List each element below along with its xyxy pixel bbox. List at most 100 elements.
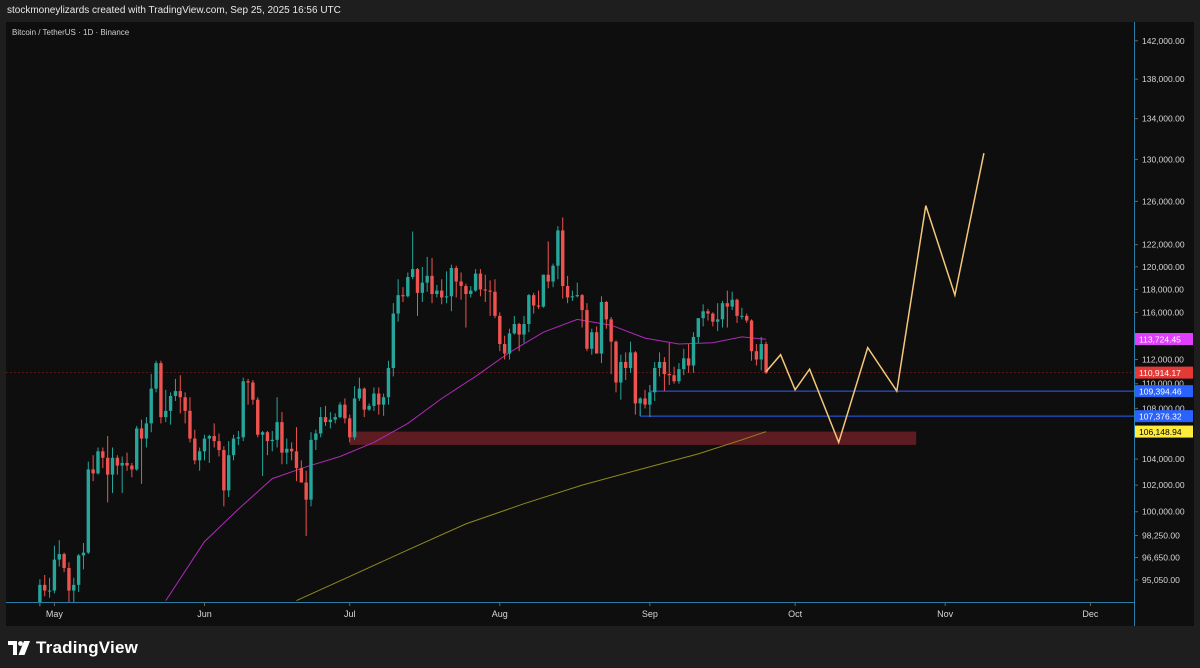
candle-body <box>285 448 289 453</box>
candle <box>633 351 638 415</box>
candle <box>420 266 425 303</box>
candle <box>435 284 439 298</box>
price-badge-label: 110,914.17 <box>1139 368 1181 378</box>
candle <box>585 303 589 352</box>
candle <box>488 280 492 316</box>
candle-body <box>333 417 337 420</box>
candle <box>144 417 149 448</box>
candle-body <box>168 395 173 411</box>
candle-body <box>236 437 241 439</box>
candle-body <box>478 273 483 290</box>
candle <box>648 384 652 418</box>
candle <box>178 375 182 414</box>
y-tick-label: 96,650.00 <box>1142 552 1180 562</box>
price-badge-bg <box>1135 410 1193 423</box>
support-zone <box>349 431 917 445</box>
candle <box>183 392 187 424</box>
x-tick-label: Jun <box>197 609 212 619</box>
candle-body <box>406 276 410 297</box>
candle <box>686 344 691 373</box>
candle <box>323 405 328 426</box>
candle-body <box>76 555 81 585</box>
candle-body <box>590 332 594 349</box>
candle-body <box>464 286 468 295</box>
candle-body <box>367 405 371 410</box>
candle-body <box>372 393 376 406</box>
candle-body <box>435 290 439 295</box>
projection-path <box>765 153 985 445</box>
candle-body <box>507 333 512 354</box>
candle-body <box>556 230 560 266</box>
candle-body <box>154 363 158 389</box>
candle <box>275 397 279 448</box>
candle <box>759 336 763 371</box>
candle <box>105 436 110 503</box>
x-tick-label: May <box>46 609 64 619</box>
candle-body <box>498 315 502 345</box>
candle-body <box>715 319 720 322</box>
candle <box>643 389 647 409</box>
candle-body <box>575 295 579 297</box>
candle-body <box>130 465 134 470</box>
candle-body <box>231 438 236 456</box>
candle-body <box>294 451 299 469</box>
candle <box>280 412 284 465</box>
candle <box>386 360 391 405</box>
candle-body <box>531 295 536 306</box>
x-tick-label: Nov <box>937 609 954 619</box>
candle <box>561 217 565 299</box>
candle-body <box>396 295 400 314</box>
y-tick-label: 130,000.00 <box>1142 154 1185 164</box>
candle <box>444 271 449 304</box>
candle-body <box>318 417 323 434</box>
candle <box>696 318 700 343</box>
candle <box>212 423 216 448</box>
candle <box>570 290 575 301</box>
candle-body <box>309 439 313 500</box>
candle-body <box>759 344 763 360</box>
candle-body <box>565 286 570 298</box>
candle-body <box>536 305 541 307</box>
candle <box>96 447 100 475</box>
price-chart[interactable]: 142,000.00 138,000.00 134,000.00 130,000.00… <box>6 22 1194 626</box>
candle <box>38 579 42 607</box>
candle-body <box>183 397 187 411</box>
y-tick-label: 108,000.00 <box>1142 403 1185 413</box>
candle-body <box>653 367 657 393</box>
candle-body <box>125 462 129 466</box>
candle <box>440 279 444 305</box>
candle-body <box>764 344 768 373</box>
y-tick-label: 110,000.00 <box>1142 379 1184 389</box>
tradingview-logo[interactable]: TradingView <box>8 638 138 658</box>
candle-body <box>391 313 395 368</box>
ma-short-line <box>165 318 767 601</box>
candle-body <box>197 451 202 461</box>
candle <box>352 386 357 440</box>
candle-body <box>173 391 178 396</box>
candle <box>256 397 260 438</box>
candle <box>139 419 144 484</box>
candle <box>86 461 90 555</box>
candle-body <box>246 381 250 383</box>
candle-body <box>304 482 308 500</box>
candle <box>110 447 115 494</box>
candle-body <box>580 295 584 311</box>
candle <box>430 257 434 304</box>
candle-body <box>280 422 284 453</box>
chart-area[interactable]: 142,000.00 138,000.00 134,000.00 130,000.00… <box>6 22 1194 626</box>
candle <box>125 452 129 471</box>
candle <box>285 438 289 465</box>
candle-body <box>52 559 57 591</box>
candle-body <box>207 436 212 439</box>
candle-body <box>120 462 124 466</box>
candle-body <box>527 295 531 325</box>
candle <box>159 360 163 424</box>
candle-body <box>754 351 759 360</box>
candle <box>367 403 371 411</box>
candle <box>357 377 362 401</box>
candle <box>653 361 657 401</box>
candle <box>362 387 366 418</box>
candle-body <box>38 584 42 602</box>
tradingview-brand: TradingView <box>36 638 139 657</box>
price-badge-bg <box>1135 366 1193 379</box>
